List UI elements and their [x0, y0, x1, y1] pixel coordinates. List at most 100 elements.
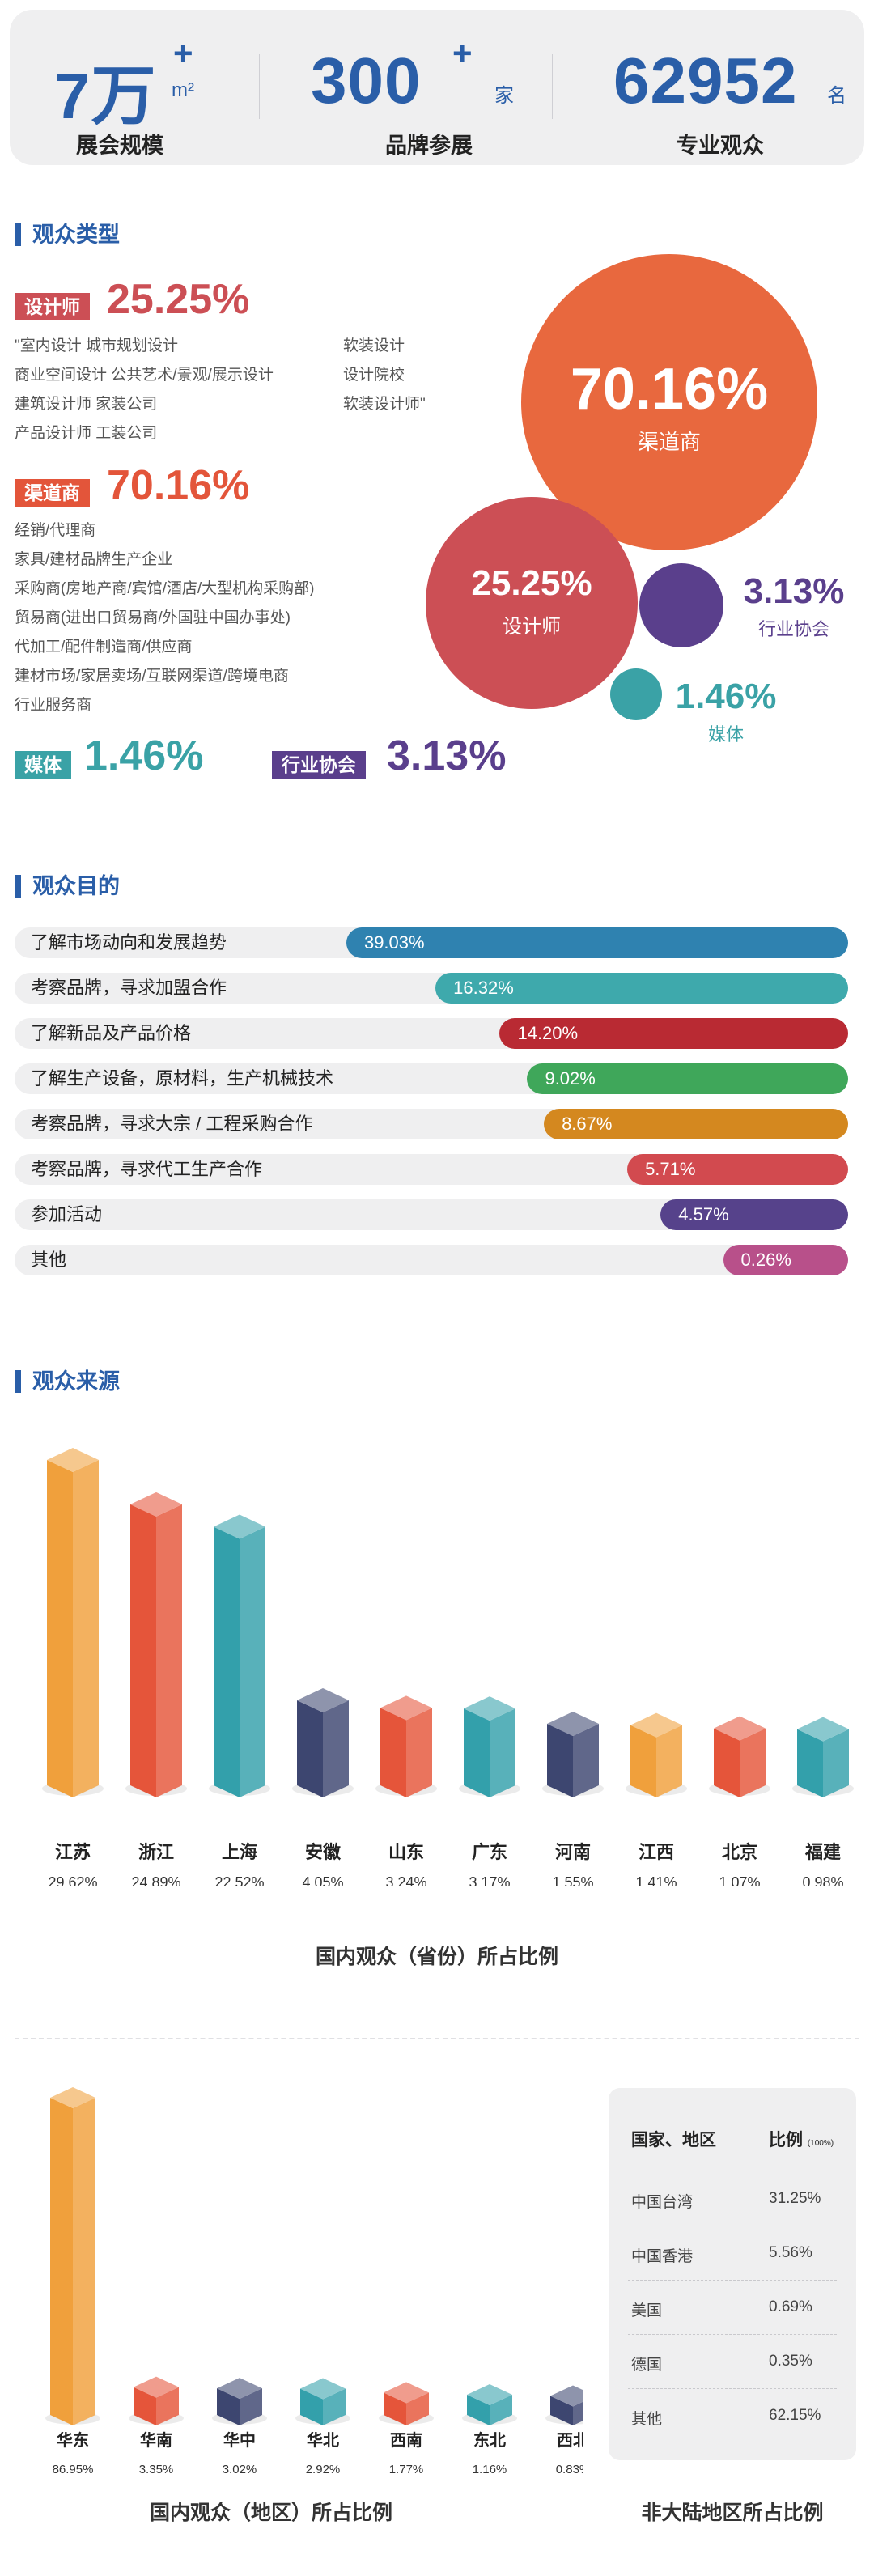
table-cell-ratio: 0.35%: [769, 2353, 812, 2370]
purpose-bar: 16.32%: [435, 973, 848, 1004]
bar-face-right: [156, 2387, 179, 2425]
purpose-row: 考察品牌，寻求代工生产合作 5.71%: [15, 1154, 848, 1185]
bar-华东: [45, 2087, 100, 2425]
value-label: 29.62%: [48, 1874, 97, 1886]
bar-top: [547, 1711, 599, 1736]
table-cell-region: 其他: [631, 2411, 663, 2428]
bar-face-right: [406, 2392, 429, 2425]
table-divider: [628, 2388, 837, 2389]
purpose-label: 了解生产设备，原材料，生产机械技术: [31, 1068, 334, 1089]
bar-face-right: [490, 2395, 512, 2425]
purpose-value: 16.32%: [453, 978, 514, 998]
table-cell-region: 德国: [631, 2357, 663, 2374]
overseas-table: 国家、地区 比例 (100%) 中国台湾 31.25% 中国香港 5.56% 美国 0.6…: [609, 2088, 856, 2460]
bar-face-left: [130, 1504, 156, 1797]
desc-line: "室内设计 城市规划设计: [15, 337, 179, 354]
bar-top: [134, 2376, 179, 2398]
category-label: 福建: [804, 1842, 841, 1862]
table-divider: [628, 2280, 837, 2281]
category-label: 山东: [388, 1842, 424, 1862]
bar-西南: [379, 2382, 434, 2425]
bubble-channel-pct: 70.16%: [570, 357, 769, 422]
stat-unit: 家: [494, 85, 514, 107]
purpose-value: 5.71%: [645, 1159, 696, 1179]
stat-visitors: 62952 名 专业观众: [579, 10, 864, 165]
desc-line: 经销/代理商: [15, 522, 96, 539]
bar-face-left: [300, 2388, 323, 2425]
section-title-source: 观众来源: [15, 1368, 120, 1395]
stat-plus: +: [452, 34, 473, 72]
purpose-value: 4.57%: [678, 1204, 729, 1224]
desc-line: 建材市场/家居卖场/互联网渠道/跨境电商: [15, 668, 289, 685]
bar-西北: [545, 2385, 583, 2425]
bar-top: [384, 2382, 429, 2404]
bar-face-right: [156, 1504, 182, 1797]
stat-unit: 名: [827, 85, 846, 107]
bar-安徽: [292, 1687, 354, 1797]
purpose-bar: 9.02%: [527, 1063, 848, 1094]
value-label: 1.07%: [719, 1874, 760, 1886]
bar-face-left: [50, 2098, 73, 2425]
category-label: 江苏: [55, 1842, 91, 1862]
category-label: 浙江: [138, 1842, 174, 1862]
bar-广东: [459, 1696, 520, 1797]
value-label: 24.89%: [131, 1874, 180, 1886]
bar-top: [464, 1696, 515, 1721]
pct-designer: 25.25%: [107, 276, 250, 323]
bar-top: [47, 1448, 99, 1472]
province-bar-chart: 江苏 29.62% 浙江 24.89% 上海 22.52% 安徽 4.05% 山东 3.24% 广东…: [42, 1448, 854, 1886]
bar-浙江: [125, 1492, 187, 1797]
bar-face-left: [797, 1729, 823, 1797]
value-label: 1.16%: [473, 2463, 507, 2476]
category-label: 江西: [639, 1842, 674, 1862]
tag-association: 行业协会: [272, 751, 366, 779]
bar-top: [217, 2378, 262, 2400]
purpose-row: 考察品牌，寻求大宗 / 工程采购合作 8.67%: [15, 1109, 848, 1139]
bar-face-right: [323, 2388, 346, 2425]
bar-face-left: [217, 2388, 240, 2425]
category-label: 华南: [140, 2430, 172, 2450]
stat-label: 专业观众: [677, 134, 764, 158]
section-title-purpose: 观众目的: [15, 872, 120, 900]
tag-channel: 渠道商: [15, 479, 90, 507]
bar-华北: [295, 2378, 350, 2425]
purpose-row: 其他 0.26%: [15, 1245, 848, 1275]
bar-face-left: [134, 2387, 156, 2425]
table-cell-ratio: 31.25%: [769, 2190, 821, 2207]
bar-top: [467, 2384, 512, 2406]
category-label: 北京: [722, 1842, 757, 1862]
purpose-bar: 4.57%: [660, 1199, 848, 1230]
purpose-row: 了解市场动向和发展趋势 39.03%: [15, 927, 848, 958]
purpose-label: 考察品牌，寻求加盟合作: [31, 978, 227, 998]
purpose-value: 9.02%: [545, 1068, 596, 1089]
purpose-label: 考察品牌，寻求大宗 / 工程采购合作: [31, 1114, 313, 1134]
bubble-channel: [521, 254, 817, 550]
bar-top: [214, 1514, 265, 1539]
desc-line: 代加工/配件制造商/供应商: [15, 639, 193, 656]
pct-media: 1.46%: [84, 732, 204, 779]
table-cell-region: 中国台湾: [631, 2194, 694, 2211]
category-label: 华北: [307, 2430, 339, 2450]
category-label: 东北: [473, 2430, 506, 2450]
desc-line: 产品设计师 工装公司: [15, 425, 158, 442]
table-header-region: 国家、地区: [631, 2131, 716, 2149]
bar-华南: [129, 2376, 184, 2425]
purpose-value: 0.26%: [740, 1250, 791, 1270]
bar-face-left: [297, 1700, 323, 1797]
purpose-value: 39.03%: [363, 932, 425, 953]
value-label: 0.98%: [802, 1874, 843, 1886]
category-label: 华中: [223, 2430, 256, 2450]
bar-上海: [209, 1514, 270, 1797]
bar-东北: [462, 2384, 517, 2425]
bubble-association-pct: 3.13%: [743, 571, 845, 611]
purpose-value: 14.20%: [517, 1023, 579, 1043]
pct-channel: 70.16%: [107, 462, 250, 509]
bubble-designer-pct: 25.25%: [471, 563, 592, 603]
stat-label: 品牌参展: [385, 134, 473, 158]
category-label: 安徽: [305, 1842, 342, 1862]
purpose-row: 考察品牌，寻求加盟合作 16.32%: [15, 973, 848, 1004]
category-label: 西北: [557, 2431, 583, 2450]
purpose-label: 了解新品及产品价格: [31, 1023, 192, 1043]
stats-panel: 7万 + m² 展会规模 300 + 家 品牌参展 62952 名 专业观众: [10, 10, 864, 165]
desc-line: 设计院校: [343, 367, 405, 384]
